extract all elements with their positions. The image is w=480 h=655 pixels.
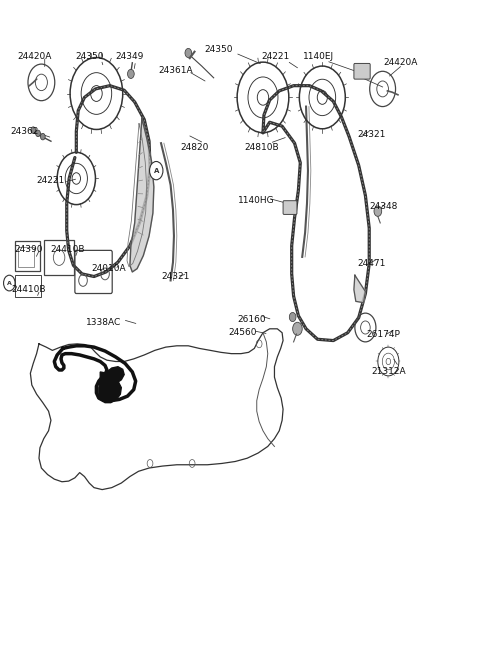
Text: 24361A: 24361A <box>158 66 192 75</box>
Circle shape <box>150 162 163 179</box>
Text: 1140HG: 1140HG <box>239 196 275 204</box>
Text: 24410B: 24410B <box>50 244 85 253</box>
FancyBboxPatch shape <box>283 200 297 214</box>
Text: 1140EJ: 1140EJ <box>303 52 335 61</box>
Text: 1338AC: 1338AC <box>86 318 121 327</box>
Text: 24810B: 24810B <box>244 143 279 152</box>
Text: 24410B: 24410B <box>11 285 46 294</box>
FancyBboxPatch shape <box>354 64 370 79</box>
Circle shape <box>293 322 302 335</box>
Text: 24350: 24350 <box>75 52 104 61</box>
Circle shape <box>374 206 382 216</box>
Text: 24420A: 24420A <box>17 52 51 61</box>
Text: 26174P: 26174P <box>367 329 400 339</box>
Circle shape <box>31 127 36 134</box>
Text: A: A <box>7 280 12 286</box>
Text: 24349: 24349 <box>116 52 144 61</box>
Text: 26160: 26160 <box>238 315 266 324</box>
Text: 24221: 24221 <box>37 176 65 185</box>
Text: 24350: 24350 <box>204 45 233 54</box>
Text: 24010A: 24010A <box>91 264 126 273</box>
Circle shape <box>36 130 40 137</box>
Polygon shape <box>99 372 121 403</box>
Text: 24321: 24321 <box>161 272 190 281</box>
Text: 21312A: 21312A <box>371 367 406 377</box>
Text: 24471: 24471 <box>358 259 386 268</box>
Circle shape <box>128 69 134 79</box>
Text: 24420A: 24420A <box>383 58 418 67</box>
Text: 24560: 24560 <box>228 328 257 337</box>
Text: 24348: 24348 <box>370 202 398 211</box>
Circle shape <box>289 312 296 322</box>
Polygon shape <box>130 119 154 272</box>
Text: A: A <box>154 168 159 174</box>
Circle shape <box>40 134 45 140</box>
Text: 24820: 24820 <box>180 143 209 152</box>
Text: 24362: 24362 <box>11 127 39 136</box>
Polygon shape <box>354 275 365 303</box>
Circle shape <box>3 275 15 291</box>
Text: 24221: 24221 <box>262 52 290 61</box>
Polygon shape <box>106 367 124 385</box>
Text: 24321: 24321 <box>358 130 386 139</box>
Text: 24390: 24390 <box>14 244 43 253</box>
Circle shape <box>185 48 192 58</box>
